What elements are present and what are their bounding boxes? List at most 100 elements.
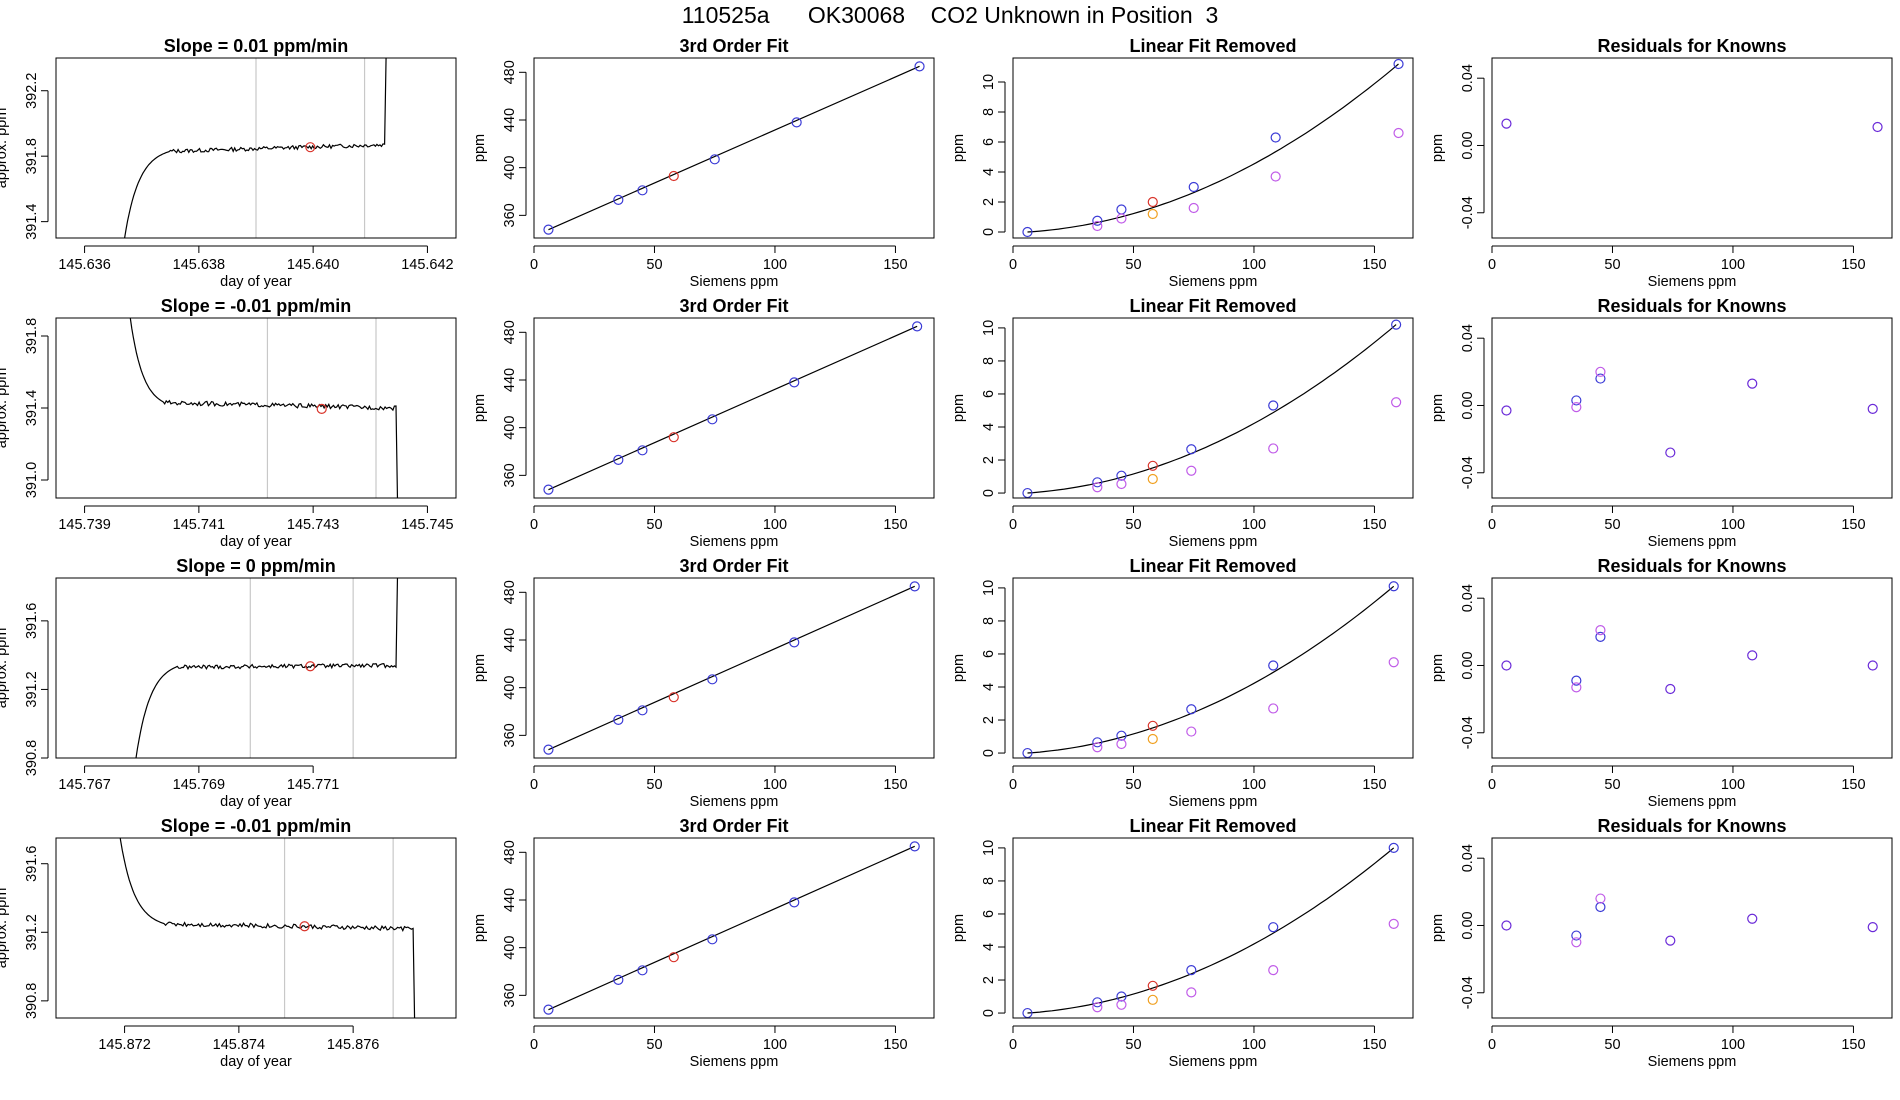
x-tick-label: 150 <box>1362 257 1386 273</box>
data-point <box>1595 366 1606 377</box>
y-tick-label: 8 <box>981 357 997 365</box>
y-tick-label: 2 <box>981 198 997 206</box>
data-point <box>1270 132 1281 143</box>
panel-1-4: Residuals for Knowns 0 50 100 150 Siemens ppm… <box>1430 36 1893 290</box>
data-point <box>1268 965 1279 976</box>
plot-frame <box>1012 317 1414 499</box>
y-tick-label: 0.04 <box>1460 64 1476 92</box>
data-point <box>1022 226 1033 238</box>
x-tick-label: 0 <box>1488 517 1496 533</box>
data-point <box>637 185 648 196</box>
data-point <box>1388 657 1399 668</box>
data-point <box>1092 215 1103 226</box>
panel-title: Slope = 0.01 ppm/min <box>164 36 349 56</box>
x-tick-label: 50 <box>1604 1037 1620 1053</box>
y-tick-label: 2 <box>981 976 997 984</box>
x-tick-label: 150 <box>883 777 907 793</box>
x-tick-label: 145.872 <box>98 1037 150 1053</box>
plot-frame <box>533 57 935 239</box>
panel-3-3: Linear Fit Removed 0 50 100 150 Siemens ppm 0 2… <box>951 556 1414 810</box>
x-axis-label: Siemens ppm <box>1169 534 1258 550</box>
data-point <box>909 581 920 592</box>
x-axis-label: day of year <box>220 534 292 550</box>
y-tick-label: 6 <box>981 138 997 146</box>
plot-frame <box>1012 577 1414 759</box>
data-point <box>668 432 679 443</box>
data-point <box>1188 202 1199 214</box>
data-point <box>1595 625 1606 636</box>
x-tick-label: 145.745 <box>401 517 453 533</box>
x-tick-label: 50 <box>1125 777 1141 793</box>
plot-frame <box>55 57 457 239</box>
y-tick-label: -0.04 <box>1460 196 1476 229</box>
y-axis-label: approx. ppm <box>0 628 10 709</box>
panel-title: Residuals for Knowns <box>1597 296 1786 316</box>
concentration-line <box>135 578 399 758</box>
data-point <box>1595 373 1606 384</box>
x-tick-label: 150 <box>883 1037 907 1053</box>
data-point <box>1391 397 1402 408</box>
panel-4-3: Linear Fit Removed 0 50 100 150 Siemens ppm 0 2… <box>951 816 1414 1070</box>
plot-frame <box>1012 57 1414 239</box>
fit-curve <box>1027 324 1397 494</box>
x-axis-label: Siemens ppm <box>690 1054 779 1070</box>
data-point <box>1388 581 1399 592</box>
data-point <box>613 714 624 725</box>
data-point <box>1665 683 1676 695</box>
x-tick-label: 145.741 <box>173 517 225 533</box>
concentration-line <box>119 838 416 1018</box>
y-tick-label: 440 <box>502 108 518 132</box>
y-tick-label: 391.0 <box>24 462 40 498</box>
data-point <box>668 692 679 703</box>
data-point <box>1147 208 1158 220</box>
x-tick-label: 0 <box>1009 1037 1017 1053</box>
plot-frame <box>55 577 457 759</box>
data-point <box>543 224 554 235</box>
y-tick-label: 392.2 <box>24 73 40 109</box>
y-tick-label: -0.04 <box>1460 456 1476 489</box>
x-tick-label: 100 <box>1242 1037 1266 1053</box>
data-point <box>1872 121 1883 133</box>
x-tick-label: 150 <box>1841 517 1865 533</box>
y-tick-label: 0.00 <box>1460 131 1476 159</box>
x-tick-label: 150 <box>1841 1037 1865 1053</box>
data-point <box>1268 443 1279 454</box>
data-point <box>1116 991 1127 1002</box>
x-axis-label: Siemens ppm <box>1648 534 1737 550</box>
data-point <box>1147 733 1158 745</box>
x-axis-label: Siemens ppm <box>690 534 779 550</box>
y-axis-label: ppm <box>951 394 967 422</box>
panel-4-1: Slope = -0.01 ppm/min 145.872 145.874 145.8… <box>0 816 457 1070</box>
data-point <box>914 61 925 72</box>
y-tick-label: 360 <box>502 463 518 487</box>
data-point <box>707 934 718 945</box>
y-tick-label: 390.8 <box>24 740 40 776</box>
main-title: 110525a OK30068 CO2 Unknown in Position … <box>681 2 1219 28</box>
y-tick-label: 360 <box>502 983 518 1007</box>
data-point <box>709 154 720 165</box>
fit-curve <box>1027 585 1395 754</box>
data-point <box>1501 118 1512 129</box>
x-tick-label: 100 <box>1242 517 1266 533</box>
data-point <box>1092 482 1103 493</box>
x-tick-label: 145.767 <box>58 777 110 793</box>
y-axis-label: approx. ppm <box>0 368 10 449</box>
data-point <box>912 321 923 332</box>
y-tick-label: 6 <box>981 390 997 398</box>
data-point <box>668 952 679 963</box>
panel-title: Residuals for Knowns <box>1597 556 1786 576</box>
sample-marker <box>316 403 327 414</box>
x-tick-label: 50 <box>1125 257 1141 273</box>
x-tick-label: 150 <box>1362 517 1386 533</box>
fit-curve <box>548 325 918 491</box>
data-point <box>1595 631 1606 642</box>
data-point <box>1391 319 1402 330</box>
x-tick-label: 100 <box>1242 777 1266 793</box>
data-point <box>1186 465 1197 476</box>
x-tick-label: 100 <box>1721 517 1745 533</box>
y-tick-label: 400 <box>502 416 518 440</box>
data-point <box>1147 980 1158 991</box>
plot-frame <box>55 317 457 499</box>
y-axis-label: approx. ppm <box>0 888 10 969</box>
panel-title: 3rd Order Fit <box>679 296 788 316</box>
